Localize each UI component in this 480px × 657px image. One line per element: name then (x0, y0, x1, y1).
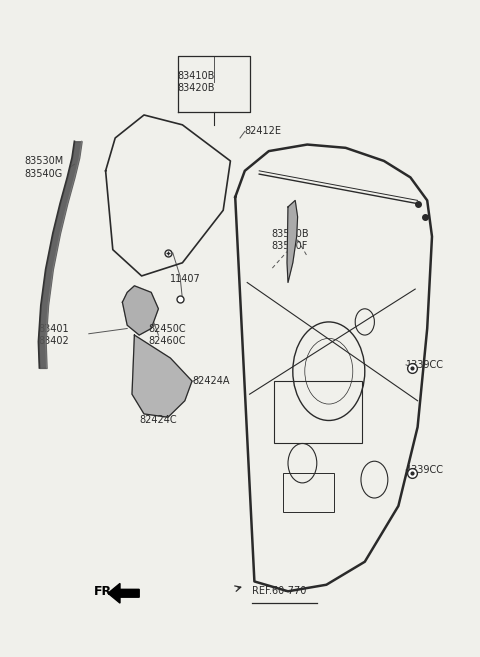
Text: 83550B
83560F: 83550B 83560F (271, 229, 309, 251)
Text: 1339CC: 1339CC (406, 464, 444, 475)
Text: 82450C
82460C: 82450C 82460C (149, 324, 186, 346)
Text: 83410B
83420B: 83410B 83420B (178, 71, 215, 93)
Bar (274, 381, 362, 443)
Text: 83530M
83540G: 83530M 83540G (24, 156, 63, 179)
Text: 11407: 11407 (170, 274, 201, 284)
Polygon shape (287, 200, 298, 283)
Bar (283, 473, 334, 512)
Text: 82424A: 82424A (192, 376, 229, 386)
FancyArrow shape (108, 583, 139, 603)
Polygon shape (132, 335, 192, 417)
Text: REF.60-770: REF.60-770 (252, 586, 306, 597)
Text: FR.: FR. (94, 585, 117, 598)
Polygon shape (122, 286, 158, 335)
Text: 1339CC: 1339CC (406, 359, 444, 370)
Text: 82412E: 82412E (245, 126, 282, 137)
Text: 82424C: 82424C (139, 415, 177, 426)
Text: 83401
83402: 83401 83402 (38, 324, 69, 346)
